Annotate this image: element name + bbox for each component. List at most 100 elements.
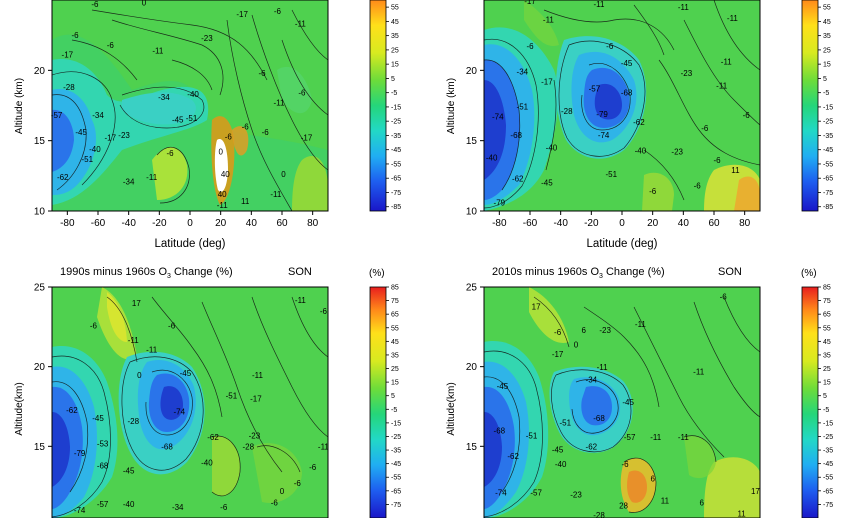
contour-label: -11 xyxy=(146,345,158,354)
contour-label: 6 xyxy=(700,498,705,507)
contour-label: 0 xyxy=(574,341,579,350)
colorbar-tick-label: 5 xyxy=(391,76,395,83)
contour-label: -45 xyxy=(552,446,564,455)
contour-field-top-left xyxy=(52,0,328,211)
colorbar-tick-label: -5 xyxy=(823,407,829,414)
contour-label: -6 xyxy=(242,122,250,131)
x-tick-label: 40 xyxy=(246,218,258,229)
colorbar-tick-label: -35 xyxy=(823,133,833,140)
contour-label: -79 xyxy=(74,449,86,458)
colorbar-tick-label: 45 xyxy=(823,19,831,26)
contour-label: -28 xyxy=(242,442,254,451)
contour-label: -40 xyxy=(546,144,558,153)
contour-label: 11 xyxy=(737,509,746,518)
contour-label: -40 xyxy=(635,146,647,155)
contour-labels-top-right: -17 -11 -11 -11 -11 -6 -6 -45 -34 -17 -57 -68 -23 -11… xyxy=(486,0,750,207)
x-tick-label: -60 xyxy=(523,218,538,229)
contour-label: -6 xyxy=(309,463,317,472)
contour-label: -57 xyxy=(51,111,63,120)
contour-label: -62 xyxy=(586,442,598,451)
colorbar-tick-label: -75 xyxy=(391,190,401,197)
x-tick-label: -80 xyxy=(492,218,507,229)
contour-label: -74 xyxy=(598,131,610,140)
y-tick-label: 15 xyxy=(34,136,46,147)
colorbar-unit: (%) xyxy=(369,268,385,279)
colorbar-tick-label: -45 xyxy=(391,461,401,468)
contour-label: -57 xyxy=(530,489,542,498)
colorbar-tick-label: -5 xyxy=(391,407,397,414)
y-axis-bottom-left: 15 20 25 xyxy=(34,283,52,453)
contour-label: -17 xyxy=(524,0,536,6)
contour-label: -17 xyxy=(541,77,553,86)
panel-top-left: -6 0-17 -6-11-6-6-11-23-17-28-34 -40-45 -51-… xyxy=(14,0,401,250)
contour-field-top-right xyxy=(484,0,760,211)
contour-label: -11 xyxy=(727,14,739,23)
contour-label: -6 xyxy=(606,42,614,51)
x-tick-label: -20 xyxy=(584,218,599,229)
colorbar-tick-label: -25 xyxy=(391,119,401,126)
contour-label: -23 xyxy=(118,131,130,140)
contour-label: -68 xyxy=(161,442,173,451)
colorbar-tick-label: -65 xyxy=(391,488,401,495)
colorbar-tick-label: -75 xyxy=(391,502,401,509)
colorbar-top-right xyxy=(801,0,819,212)
contour-label: -51 xyxy=(517,103,529,112)
colorbar-tick-label: -25 xyxy=(391,434,401,441)
contour-label: -6 xyxy=(701,124,709,133)
y-tick-label: 10 xyxy=(466,207,478,218)
contour-label: -6 xyxy=(91,0,99,9)
contour-label: -45 xyxy=(75,128,87,137)
contour-label: -68 xyxy=(621,89,633,98)
contour-label: -6 xyxy=(225,132,233,141)
contour-label: -11 xyxy=(146,173,158,182)
y-tick-label: 15 xyxy=(34,442,46,453)
y-tick-label: 25 xyxy=(34,283,46,294)
colorbar-tick-label: 65 xyxy=(823,312,831,319)
colorbar-tick-label: -5 xyxy=(823,90,829,97)
colorbar-tick-label: -35 xyxy=(823,448,833,455)
x-tick-label: 20 xyxy=(647,218,659,229)
colorbar-ticks-bottom-right: 85 75 65 55 45 35 25 15 5 -5 -15 -25 -35 -45 -55 -65 -75 xyxy=(818,285,833,509)
colorbar-tick-label: 45 xyxy=(823,339,831,346)
x-axis-top-right: -80 -60 -40 -20 0 20 40 60 80 xyxy=(492,211,751,229)
contour-labels-top-left: -6 0-17 -6-11-6-6-11-23-17-28-34 -40-45 -51-… xyxy=(51,0,313,210)
contour-label: -62 xyxy=(633,118,645,127)
x-tick-label: 60 xyxy=(276,218,288,229)
x-axis-label: Latitude (deg) xyxy=(587,238,658,250)
colorbar-tick-label: -75 xyxy=(823,190,833,197)
colorbar-ticks-bottom-left: 85 75 65 55 45 35 25 15 5 -5 -15 -25 -35 -45 -55 -65 -75 xyxy=(386,285,401,509)
contour-label: -6 xyxy=(622,460,630,469)
title-rest: Change (%) xyxy=(603,266,665,278)
colorbar-tick-label: -55 xyxy=(823,475,833,482)
contour-label: -6 xyxy=(649,187,657,196)
contour-label: 6 xyxy=(581,326,586,335)
contour-label: -11 xyxy=(295,20,307,29)
contour-label: -74 xyxy=(74,506,86,515)
y-axis-top-right: 10 15 20 xyxy=(466,66,484,218)
colorbar-tick-label: 45 xyxy=(391,339,399,346)
contour-label: 0 xyxy=(281,170,286,179)
colorbar-tick-label: 45 xyxy=(391,19,399,26)
contour-label: -45 xyxy=(123,466,135,475)
colorbar-tick-label: 25 xyxy=(823,47,831,54)
panel-bottom-left: 1990s minus 1960s O3 Change (%) SON (%) xyxy=(14,266,401,518)
contour-label: -45 xyxy=(541,179,553,188)
contour-label: -6 xyxy=(554,328,562,337)
colorbar-bottom-right xyxy=(801,286,819,518)
contour-label: -23 xyxy=(671,148,683,157)
contour-label: -6 xyxy=(220,503,228,512)
contour-label: -11 xyxy=(128,336,140,345)
colorbar-tick-label: -35 xyxy=(391,448,401,455)
contour-label: -6 xyxy=(107,41,115,50)
contour-label: -51 xyxy=(186,114,198,123)
colorbar-tick-label: -25 xyxy=(823,119,833,126)
contour-label: -23 xyxy=(201,34,213,43)
colorbar-tick-label: 15 xyxy=(391,380,399,387)
contour-label: -11 xyxy=(678,3,690,12)
x-axis-label: Latitude (deg) xyxy=(155,238,226,250)
contour-label: 0 xyxy=(142,0,147,8)
x-axis-top-left: -80 -60 -40 -20 0 20 40 60 80 xyxy=(60,211,319,229)
contour-label: -11 xyxy=(273,99,285,108)
contour-label: -40 xyxy=(486,153,498,162)
